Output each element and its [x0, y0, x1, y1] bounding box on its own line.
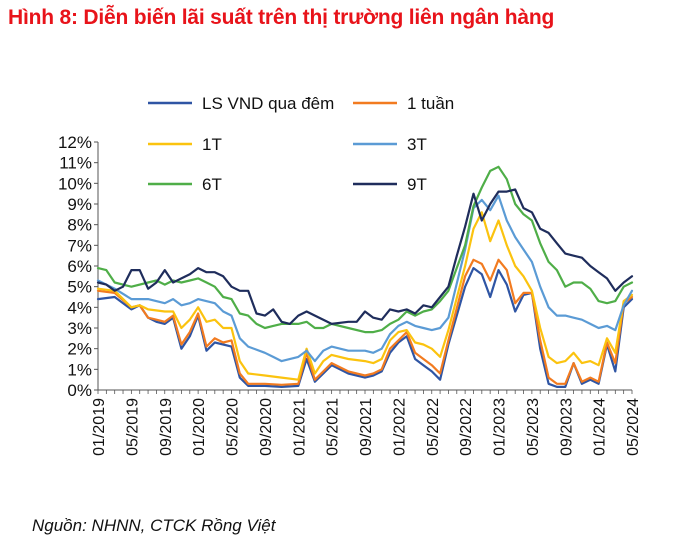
legend-label: 6T [202, 175, 222, 194]
chart-title: Hình 8: Diễn biến lãi suất trên thị trườ… [8, 6, 555, 29]
x-tick-label: 01/2023 [492, 398, 509, 456]
y-tick-label: 5% [67, 278, 92, 297]
series-line [96, 165, 634, 334]
y-tick-label: 2% [67, 340, 92, 359]
x-tick-label: 05/2023 [525, 398, 542, 456]
x-tick-label: 09/2020 [258, 398, 275, 456]
y-tick-label: 3% [67, 319, 92, 338]
y-tick-label: 8% [67, 216, 92, 235]
interbank-rate-chart: LS VND qua đêm 1 tuần 1T 3T 6T 9T 0% 1%2% 3% 4%5… [58, 94, 642, 456]
x-tick-label: 01/2019 [91, 398, 108, 456]
y-tick-label: 10% [58, 174, 92, 193]
y-tick-label: 9% [67, 195, 92, 214]
x-tick-label: 05/2020 [225, 398, 242, 456]
legend-label: 9T [407, 175, 427, 194]
legend-label: 3T [407, 135, 427, 154]
series-lines [96, 165, 634, 388]
series-line [96, 267, 634, 388]
x-tick-label: 01/2022 [391, 398, 408, 456]
series-line [96, 194, 634, 363]
x-tick-label: 01/2024 [592, 398, 609, 456]
series-line [96, 188, 634, 325]
y-tick-label: 4% [67, 298, 92, 317]
x-tick-label: 01/2021 [291, 398, 308, 456]
y-tick-label: 12% [58, 133, 92, 152]
x-tick-label: 05/2019 [124, 398, 141, 456]
y-tick-label: 11% [59, 154, 92, 173]
x-tick-label: 05/2024 [625, 398, 642, 456]
x-tick-label: 09/2019 [158, 398, 175, 456]
x-tick-label: 09/2022 [458, 398, 475, 456]
legend-label: LS VND qua đêm [202, 94, 334, 113]
legend-label: 1 tuần [407, 94, 454, 113]
x-tick-label: 01/2020 [191, 398, 208, 456]
source-note: Nguồn: NHNN, CTCK Rồng Việt [32, 516, 276, 535]
x-tick-label: 09/2021 [358, 398, 375, 456]
legend: LS VND qua đêm 1 tuần 1T 3T 6T 9T [148, 94, 454, 194]
x-tick-label: 05/2021 [325, 398, 342, 456]
legend-label: 1T [202, 135, 222, 154]
x-tick-label: 09/2023 [558, 398, 575, 456]
series-line [96, 211, 634, 381]
series-line [96, 258, 634, 386]
y-tick-label: 1% [67, 360, 92, 379]
axes: 0% 1%2% 3% 4%5% 6% 7%8% 9% 10%11% 12% 01/2019 05/2… [58, 133, 642, 456]
y-tick-label: 0% [67, 381, 92, 400]
x-tick-label: 05/2022 [425, 398, 442, 456]
y-tick-label: 7% [67, 236, 92, 255]
y-tick-label: 6% [67, 257, 92, 276]
